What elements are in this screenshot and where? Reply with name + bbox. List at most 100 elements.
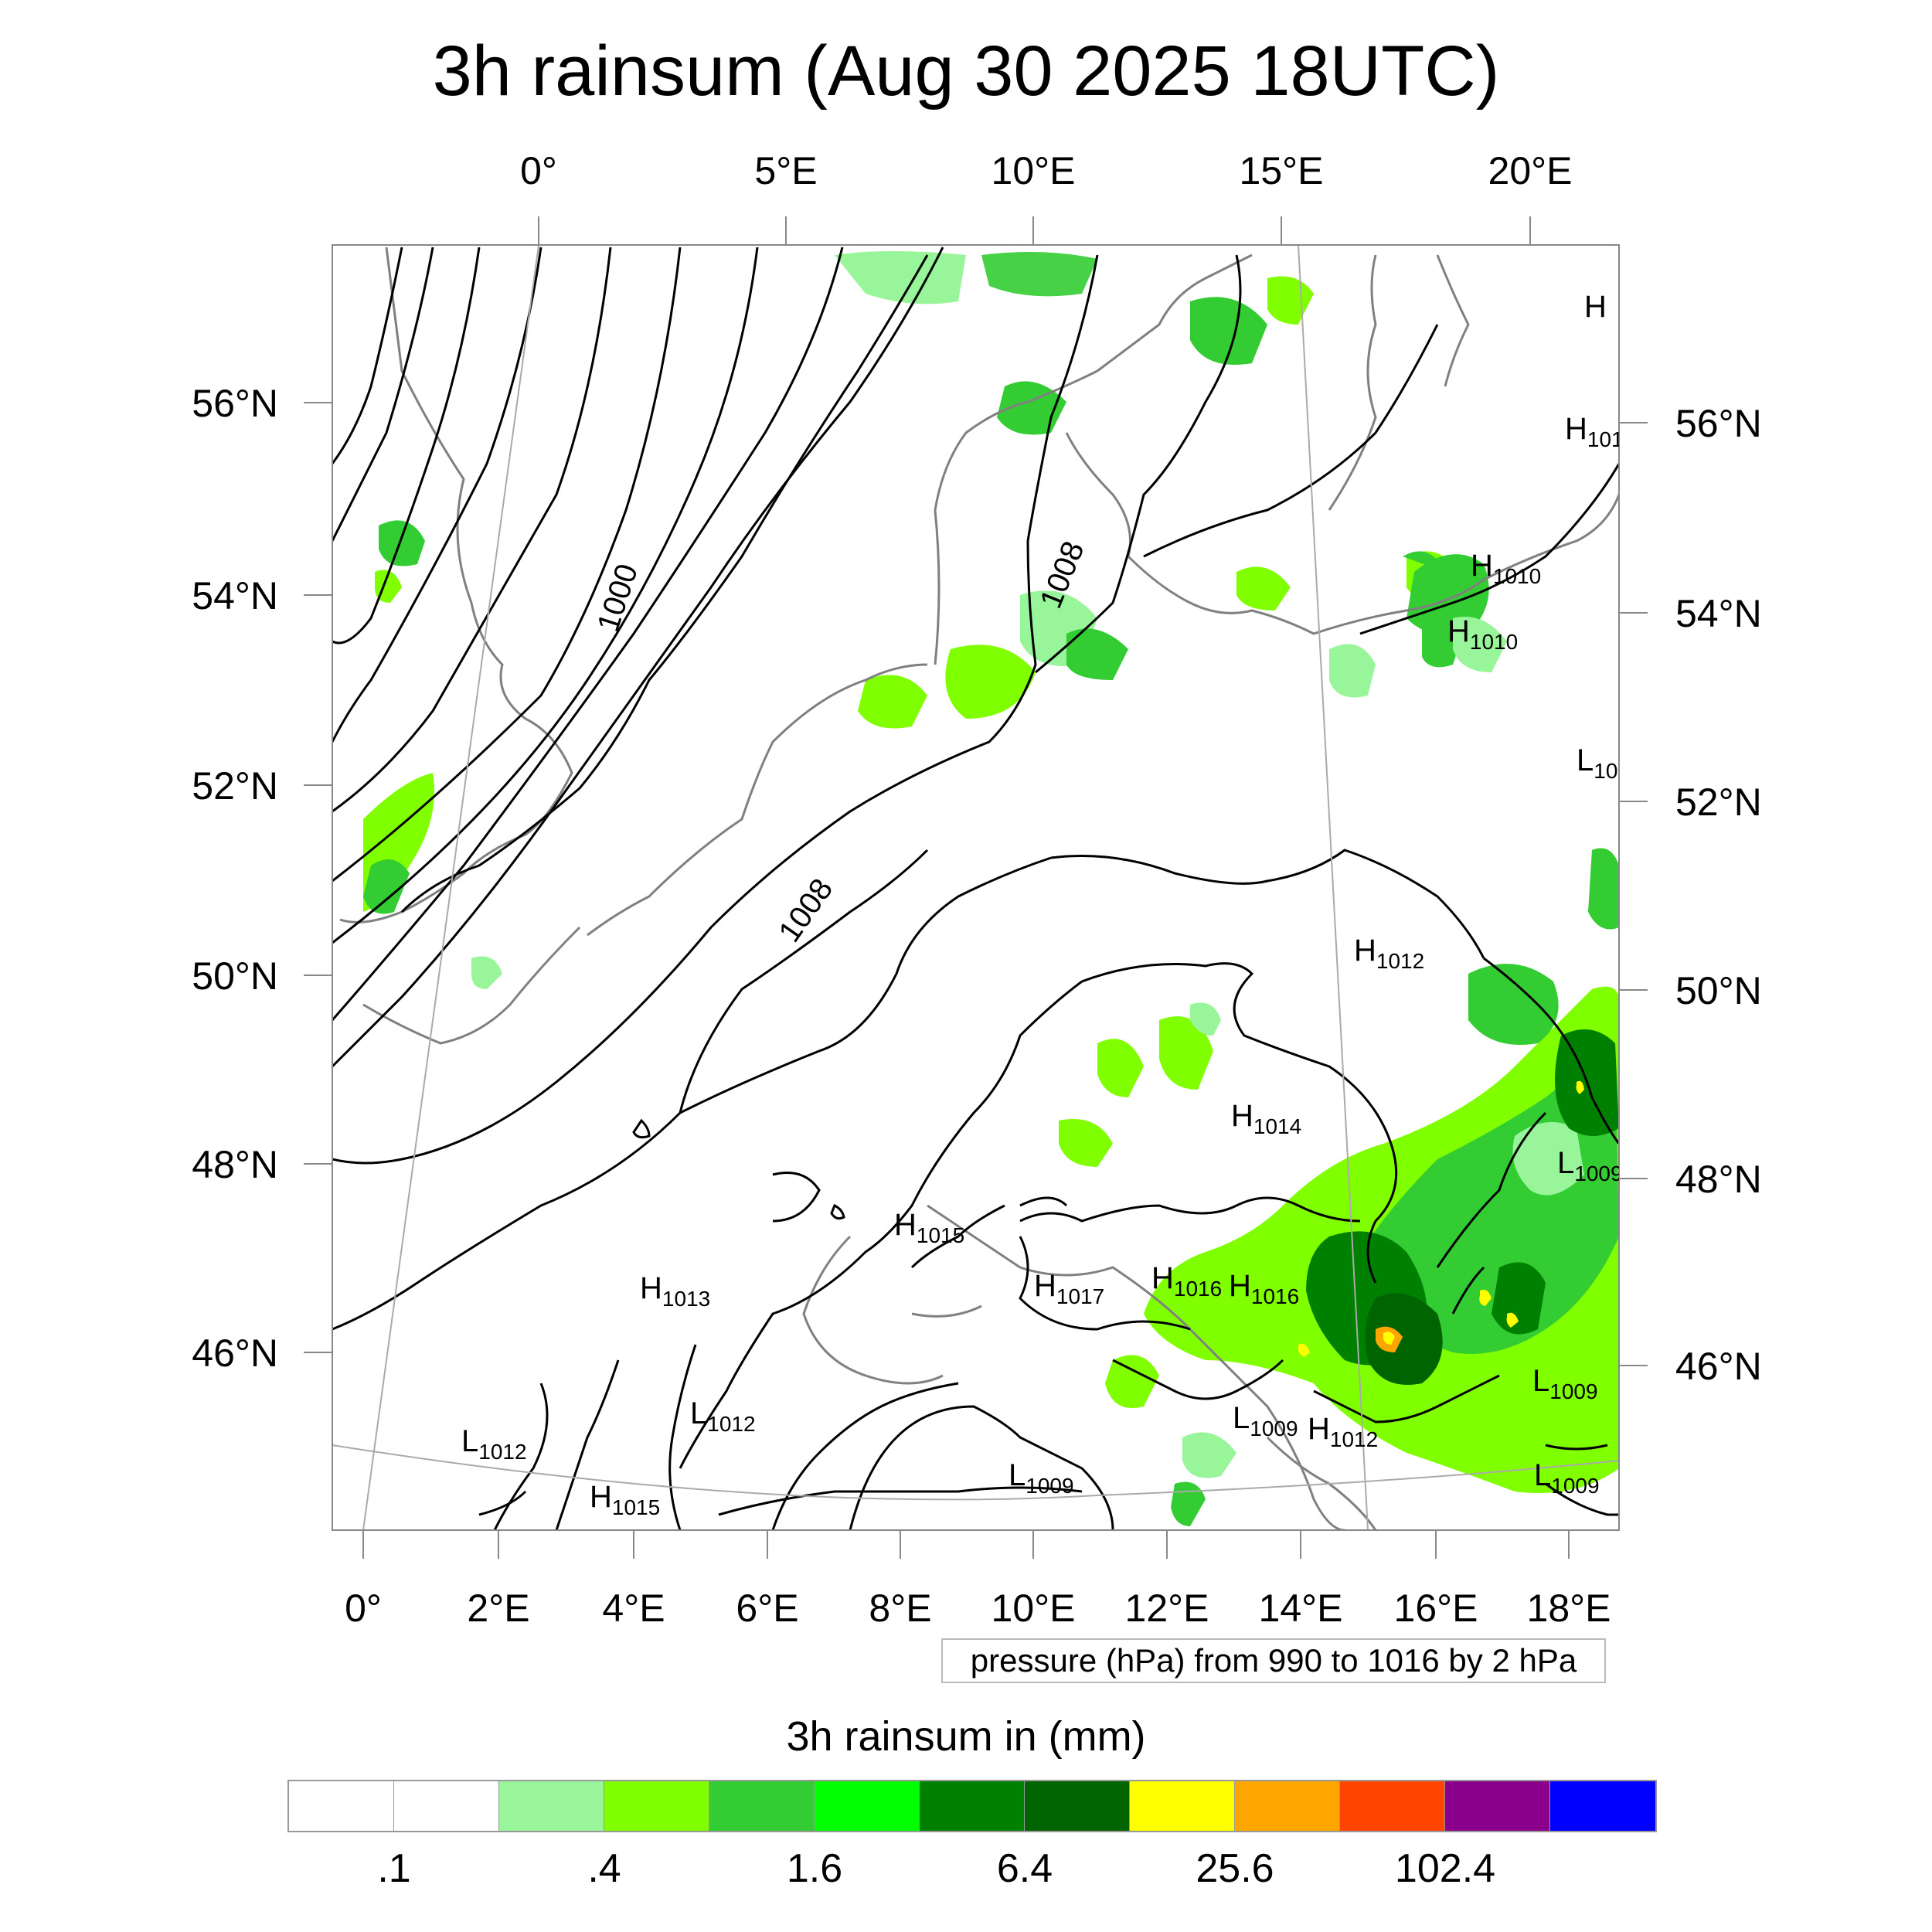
isobar — [668, 1344, 697, 1530]
bottom-lon-label: 12°E — [1125, 1587, 1209, 1630]
rain-area — [1267, 276, 1314, 325]
colorbar-box — [920, 1781, 1025, 1831]
isobar — [1545, 1444, 1608, 1451]
rain-area — [1406, 554, 1489, 636]
isobar — [332, 247, 944, 1068]
pressure-center: L1009 — [1557, 1146, 1623, 1185]
rain-area — [1059, 1119, 1113, 1167]
pressure-center: H1010 — [1447, 614, 1518, 654]
pressure-center: H1014 — [1231, 1099, 1301, 1138]
isobar — [332, 247, 543, 743]
isobar-layer — [332, 247, 1619, 1530]
colorbar-box — [1445, 1781, 1550, 1831]
isobar — [718, 1486, 1083, 1516]
isobar — [1019, 1196, 1068, 1207]
isobar — [332, 247, 434, 542]
colorbar-box — [289, 1781, 394, 1831]
isobar — [400, 254, 929, 913]
precipitation-layer — [363, 251, 1619, 1526]
rain-area — [1066, 628, 1128, 680]
top-lon-label: 5°E — [754, 149, 817, 192]
pressure-center: H1010 — [1471, 549, 1541, 588]
pressure-center: H — [1584, 290, 1607, 324]
colorbar-box — [1550, 1781, 1655, 1831]
rain-area — [1097, 1039, 1144, 1097]
colorbar-tick-label: .4 — [587, 1846, 621, 1891]
pressure-info-box: pressure (hPa) from 990 to 1016 by 2 hPa — [941, 1638, 1606, 1683]
colorbar-box — [815, 1781, 920, 1831]
colorbar-box — [709, 1781, 815, 1831]
coastline — [1436, 254, 1470, 387]
rain-area — [1453, 617, 1507, 672]
pressure-center: H101 — [1565, 412, 1624, 451]
isobar — [555, 1359, 620, 1530]
pressure-center: H1016 — [1229, 1269, 1299, 1308]
isobar — [1545, 1482, 1619, 1516]
top-lon-label: 20°E — [1488, 149, 1573, 192]
pressure-center: H1017 — [1034, 1269, 1104, 1308]
isobar — [332, 247, 481, 645]
rain-area — [1468, 964, 1559, 1045]
rain-area — [1190, 297, 1267, 365]
coastline — [1065, 432, 1131, 557]
isobar — [1143, 431, 1377, 558]
isobar — [332, 247, 403, 464]
coastline — [1328, 254, 1377, 511]
isobar — [772, 1172, 821, 1223]
pressure-center: H1013 — [640, 1271, 710, 1311]
isobar — [1313, 1374, 1500, 1423]
coastline — [587, 663, 928, 937]
bottom-lon-label: 6°E — [736, 1587, 798, 1630]
colorbar-tick-label: 102.4 — [1394, 1846, 1496, 1891]
map-title: 3h rainsum (Aug 30 2025 18UTC) — [432, 32, 1500, 111]
colorbar-box — [499, 1781, 604, 1831]
rain-area — [1506, 1312, 1519, 1328]
rain-area — [981, 252, 1097, 297]
bottom-lon-label: 2°E — [467, 1587, 529, 1630]
isobar — [1359, 463, 1619, 635]
rain-area — [1236, 566, 1291, 611]
right-lat-label: 48°N — [1675, 1158, 1762, 1201]
right-lat-label: 54°N — [1675, 592, 1762, 635]
colorbar-tick-label: 25.6 — [1196, 1846, 1274, 1891]
isobar — [493, 1383, 549, 1530]
rain-area — [1479, 1289, 1492, 1306]
isobar — [1112, 1359, 1284, 1400]
isobar — [332, 247, 759, 944]
rain-area — [471, 956, 502, 989]
colorbar-box — [1025, 1781, 1130, 1831]
pressure-center: H1012 — [1354, 934, 1424, 973]
isobar — [1019, 1196, 1361, 1223]
left-lat-label: 56°N — [192, 382, 278, 425]
left-lat-label: 52°N — [192, 764, 278, 808]
isobar — [1019, 1236, 1191, 1331]
meridian-line — [362, 244, 539, 1531]
rain-area — [1329, 644, 1376, 698]
rain-area — [1588, 848, 1619, 930]
rain-area — [945, 645, 1036, 719]
right-lat-label: 46°N — [1675, 1345, 1762, 1388]
bottom-lon-label: 18°E — [1527, 1587, 1611, 1630]
bottom-lon-label: 16°E — [1394, 1587, 1478, 1630]
colorbar-box — [604, 1781, 709, 1831]
colorbar-box — [394, 1781, 499, 1831]
rain-area — [375, 570, 402, 603]
left-lat-label: 46°N — [192, 1332, 278, 1375]
isobar — [332, 247, 844, 1021]
isobar — [1436, 1111, 1547, 1268]
top-lon-label: 0° — [520, 149, 557, 192]
bottom-lon-label: 8°E — [869, 1587, 931, 1630]
left-lat-label: 50°N — [192, 954, 278, 998]
coastline — [362, 926, 581, 1045]
bottom-lon-label: 14°E — [1259, 1587, 1343, 1630]
coastline-layer — [339, 247, 1619, 1530]
isobar — [478, 1490, 527, 1516]
colorbar-box — [1340, 1781, 1445, 1831]
isobar — [1536, 1003, 1619, 1145]
contour-label: 1008 — [772, 872, 839, 948]
colorbar-box — [1235, 1781, 1340, 1831]
coastline — [802, 1235, 944, 1385]
rain-area — [1171, 1481, 1206, 1526]
top-lon-label: 10°E — [992, 149, 1076, 192]
